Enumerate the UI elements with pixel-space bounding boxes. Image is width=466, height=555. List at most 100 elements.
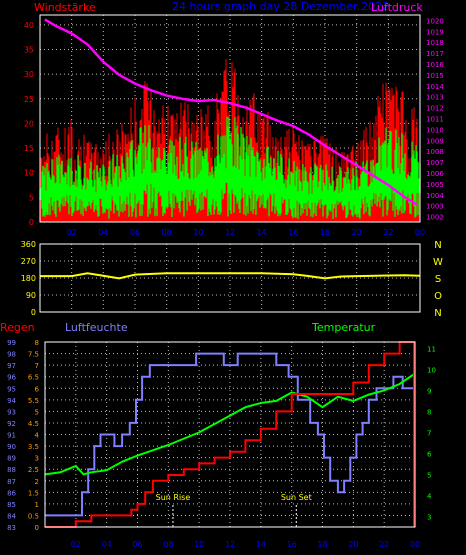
temperature-tick-label: 6: [427, 450, 432, 458]
weather-x-tick-label: 02: [71, 540, 81, 549]
humidity-tick-label: 83: [7, 524, 16, 532]
title-date: 24 hours graph day 28 Dezember 2022: [172, 0, 389, 13]
rain-humidity-temperature-chart: Sun Rise Sun Set 0 0.5 1 1.5 2 2.5 3 3.5 4 4.5 5 5.5 6…: [7, 339, 436, 549]
pressure-tick-label: 1010: [426, 126, 444, 134]
pressure-tick-label: 1018: [426, 39, 444, 47]
pressure-tick-label: 1005: [426, 181, 444, 189]
wind-tick-label: 10: [24, 169, 34, 178]
rain-tick-label: 0: [35, 524, 39, 532]
pressure-tick-label: 1017: [426, 50, 444, 58]
humidity-line: [45, 352, 415, 517]
rain-tick-label: 5: [35, 408, 39, 416]
rain-tick-label: 6: [35, 385, 40, 393]
pressure-tick-label: 1012: [426, 105, 444, 113]
rain-tick-label: 7.5: [28, 351, 39, 359]
title-luftfeuchte: Luftfeuchte: [65, 321, 128, 334]
rain-tick-label: 1: [35, 501, 39, 509]
rain-tick-label: 1.5: [28, 489, 39, 497]
humidity-tick-label: 96: [7, 374, 16, 382]
temperature-tick-label: 10: [427, 366, 436, 374]
direction-tick-label: 360: [21, 240, 36, 249]
wind-x-tick-label: 20: [352, 228, 362, 237]
pressure-tick-label: 1019: [426, 28, 444, 36]
wind-x-tick-label: 06: [130, 228, 140, 237]
rain-tick-label: 6.5: [28, 374, 39, 382]
wind-x-tick-label: 18: [320, 228, 330, 237]
humidity-tick-label: 86: [7, 489, 16, 497]
temperature-tick-label: 11: [427, 345, 436, 353]
wind-series: [39, 116, 421, 219]
pressure-tick-label: 1006: [426, 170, 444, 178]
humidity-tick-label: 87: [7, 478, 16, 486]
wind-x-tick-label: 10: [193, 228, 203, 237]
humidity-tick-label: 84: [7, 512, 16, 520]
pressure-tick-label: 1002: [426, 214, 444, 222]
pressure-line: [44, 18, 418, 206]
wind-tick-label: 30: [24, 70, 34, 79]
temperature-tick-label: 8: [427, 408, 431, 416]
direction-tick-label: 90: [26, 291, 36, 300]
rain-line: [45, 341, 415, 528]
direction-chart-frame: [39, 243, 421, 313]
humidity-tick-label: 95: [7, 385, 16, 393]
pressure-tick-label: 1015: [426, 72, 444, 80]
temperature-tick-label: 4: [427, 492, 432, 500]
sun-marker-label: Sun Set: [281, 493, 312, 502]
rain-tick-label: 0.5: [28, 512, 39, 520]
humidity-tick-label: 97: [7, 362, 16, 370]
wind-x-tick-label: 08: [162, 228, 172, 237]
wind-x-tick-label: 14: [257, 228, 267, 237]
wind-tick-label: 20: [24, 119, 34, 128]
temperature-tick-label: 9: [427, 387, 431, 395]
rain-tick-label: 2.5: [28, 466, 39, 474]
title-temperatur: Temperatur: [311, 321, 376, 334]
wind-x-tick-label: 22: [383, 228, 393, 237]
pressure-tick-label: 1020: [426, 17, 444, 25]
wind-tick-label: 40: [24, 21, 34, 30]
title-luftdruck: Luftdruck: [371, 1, 423, 14]
rain-tick-label: 3: [35, 455, 39, 463]
compass-label: W: [433, 257, 443, 268]
direction-line: [40, 272, 421, 280]
direction-tick-label: 0: [31, 308, 36, 317]
rain-tick-label: 8: [35, 339, 39, 347]
humidity-tick-label: 98: [7, 351, 16, 359]
direction-tick-label: 270: [21, 257, 36, 266]
pressure-tick-label: 1013: [426, 94, 444, 102]
wind-tick-label: 5: [29, 193, 34, 202]
weather-chart-frame: [44, 341, 416, 528]
weather-x-tick-label: 16: [287, 540, 297, 549]
compass-label: N: [434, 308, 441, 319]
temperature-tick-label: 3: [427, 513, 431, 521]
humidity-tick-label: 90: [7, 443, 16, 451]
temperature-tick-label: 7: [427, 429, 431, 437]
rain-tick-label: 4: [35, 432, 40, 440]
sun-marker-label: Sun Rise: [156, 493, 191, 502]
direction-tick-label: 180: [21, 274, 36, 283]
wind-tick-label: 35: [24, 46, 34, 55]
title-regen: Regen: [0, 321, 35, 334]
wind-x-tick-label: 16: [288, 228, 298, 237]
humidity-tick-label: 88: [7, 466, 16, 474]
rain-tick-label: 4.5: [28, 420, 39, 428]
pressure-tick-label: 1004: [426, 192, 444, 200]
weather-x-tick-label: 06: [132, 540, 142, 549]
weather-x-tick-label: 18: [317, 540, 327, 549]
weather-x-tick-label: 10: [194, 540, 204, 549]
wind-pressure-chart: 0510152025303540100210031004100510061007…: [24, 14, 444, 237]
rain-tick-label: 3.5: [28, 443, 39, 451]
temperature-tick-label: 5: [427, 471, 431, 479]
rain-tick-label: 2: [35, 478, 39, 486]
compass-label: O: [434, 291, 442, 302]
weather-x-tick-label: 20: [348, 540, 358, 549]
pressure-tick-label: 1014: [426, 83, 444, 91]
weather-x-tick-label: 14: [256, 540, 266, 549]
wind-x-tick-label: 04: [98, 228, 108, 237]
title-windstaerke: Windstärke: [34, 1, 96, 14]
pressure-tick-label: 1009: [426, 137, 444, 145]
compass-label: S: [435, 274, 441, 285]
wind-chart-frame: [39, 14, 421, 223]
wind-x-tick-label: 02: [67, 228, 77, 237]
weather-x-tick-label: 00: [410, 540, 420, 549]
